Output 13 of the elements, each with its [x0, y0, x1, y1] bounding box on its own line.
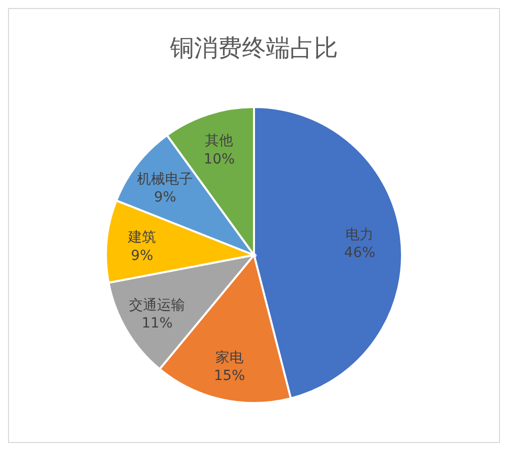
data-label: 46%	[344, 245, 376, 262]
slice-label: 电力	[346, 226, 374, 243]
slice-label: 交通运输	[129, 297, 186, 314]
data-label: 11%	[142, 316, 173, 332]
data-label: 9%	[154, 189, 176, 206]
chart-title: 铜消费终端占比	[169, 34, 338, 62]
slice-label: 家电	[215, 350, 244, 366]
slice-label: 建筑	[127, 230, 156, 246]
data-label: 9%	[130, 248, 154, 264]
slice-label: 其他	[205, 133, 234, 150]
data-label: 10%	[204, 151, 235, 168]
slice-label: 机械电子	[137, 171, 194, 188]
data-label: 15%	[214, 368, 246, 384]
